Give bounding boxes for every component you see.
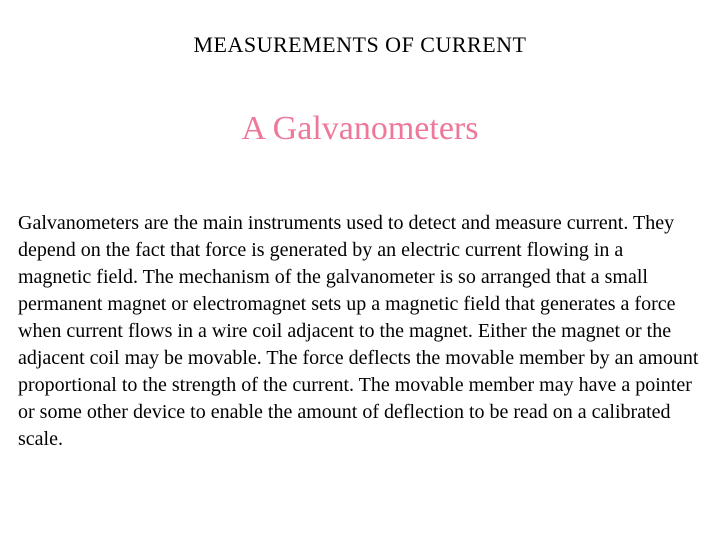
slide-page: MEASUREMENTS OF CURRENT A Galvanometers …: [0, 0, 720, 540]
section-heading: A Galvanometers: [0, 110, 720, 148]
body-paragraph: Galvanometers are the main instruments u…: [18, 210, 700, 453]
page-title: MEASUREMENTS OF CURRENT: [0, 32, 720, 58]
